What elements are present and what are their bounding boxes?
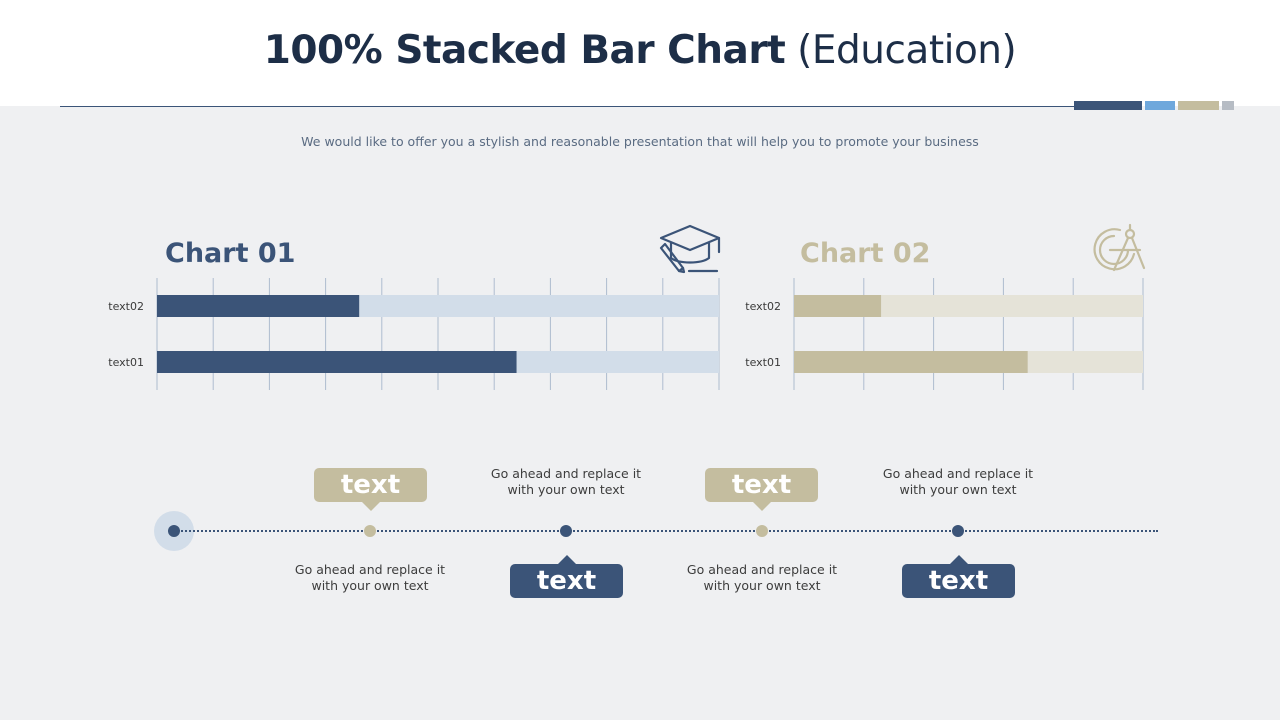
- graduation-cap-icon: [659, 224, 721, 274]
- page-title: 100% Stacked Bar Chart (Education): [0, 28, 1280, 73]
- timeline-tag-3: text: [705, 468, 818, 511]
- chart2-category-label: text02: [745, 300, 781, 313]
- chart1-bar-text02-s1: [157, 295, 360, 317]
- header-band: [0, 0, 1280, 106]
- timeline-tag-4-label: text: [928, 566, 989, 596]
- timeline-dot-1: [364, 525, 376, 537]
- timeline-tag-3-pointer: [752, 502, 771, 511]
- accent-swatch-tan: [1178, 101, 1219, 110]
- chart2-bar-text01-s1: [794, 351, 1028, 373]
- timeline-text-1: Go ahead and replace it with your own te…: [294, 562, 446, 593]
- timeline-text-3: Go ahead and replace it with your own te…: [686, 562, 838, 593]
- chart1-bar-text02-s2: [359, 295, 719, 317]
- subtitle: We would like to offer you a stylish and…: [301, 134, 979, 149]
- timeline-tag-4: text: [902, 555, 1015, 598]
- chart2-category-label: text01: [745, 356, 781, 369]
- timeline-tag-3-label: text: [731, 470, 792, 500]
- timeline-text-2: Go ahead and replace it with your own te…: [490, 466, 642, 497]
- header-rule: [60, 106, 1074, 107]
- chart1-bar-text01-s1: [157, 351, 517, 373]
- chart2-plot: text02 text01: [745, 278, 1144, 390]
- chart2-title: Chart 02: [800, 238, 931, 269]
- timeline-tag-1-label: text: [340, 470, 401, 500]
- timeline-tag-2-label: text: [536, 566, 597, 596]
- timeline-tag-4-pointer: [949, 555, 968, 564]
- timeline-tag-1-pointer: [361, 502, 380, 511]
- chart2-bar-text02-s1: [794, 295, 882, 317]
- chart1-title: Chart 01: [165, 238, 296, 269]
- timeline-dot-3: [756, 525, 768, 537]
- page-title-suffix: (Education): [785, 28, 1017, 73]
- timeline-dot-4: [952, 525, 964, 537]
- timeline-tag-2-pointer: [557, 555, 576, 564]
- timeline-text-4: Go ahead and replace it with your own te…: [882, 466, 1034, 497]
- chart1-bar-text01-s2: [516, 351, 719, 373]
- page-title-main: 100% Stacked Bar Chart: [263, 28, 786, 73]
- compass-drawing-icon: [1093, 223, 1146, 272]
- timeline-dot-2: [560, 525, 572, 537]
- timeline-tag-2: text: [510, 555, 623, 598]
- chart1-category-label: text02: [108, 300, 144, 313]
- timeline-line: [174, 530, 1158, 532]
- chart2-bar-text01-s2: [1027, 351, 1143, 373]
- chart1-plot: text02 text01: [108, 278, 720, 390]
- timeline-tag-1: text: [314, 468, 427, 511]
- accent-swatch-grey: [1222, 101, 1234, 110]
- chart2-bar-text02-s2: [881, 295, 1143, 317]
- accent-swatch-blue: [1145, 101, 1175, 110]
- chart1-category-label: text01: [108, 356, 144, 369]
- timeline-start-dot: [168, 525, 180, 537]
- accent-swatch-navy: [1074, 101, 1142, 110]
